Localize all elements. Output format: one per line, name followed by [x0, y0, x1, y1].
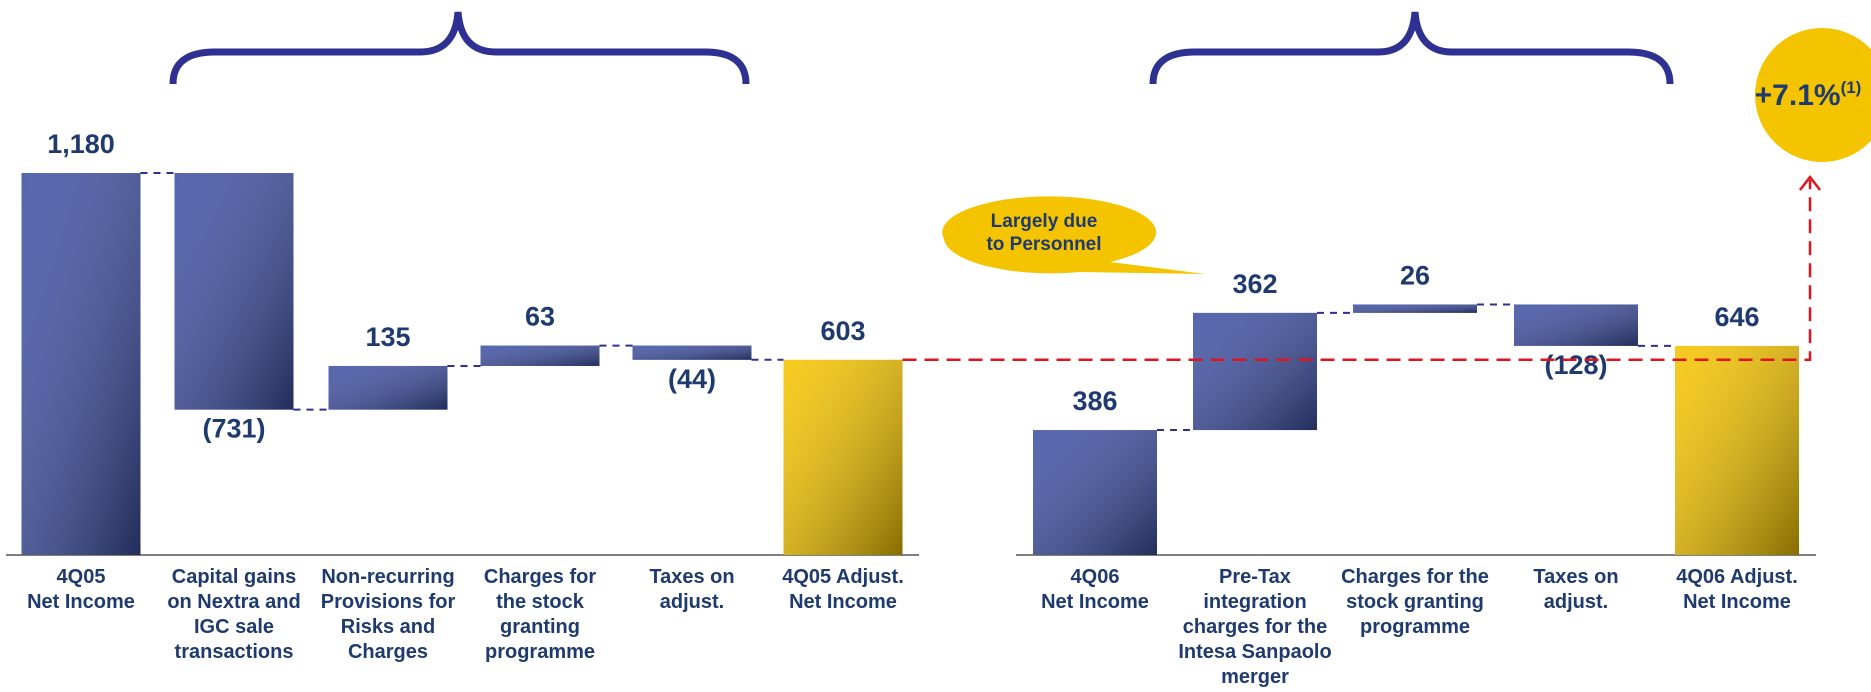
value-label: (128)	[1544, 350, 1607, 380]
category-label: Charges for the stock granting programme	[483, 566, 597, 663]
bracket	[1149, 11, 1674, 85]
growth-value: +7.1%	[1755, 79, 1841, 112]
category-label: 4Q06 Net Income	[1041, 566, 1149, 613]
category-label: Taxes on adjust.	[649, 566, 735, 613]
arrow-head	[1799, 174, 1821, 191]
bar-shade	[1514, 304, 1638, 346]
callout-text: Largely due to Personnel	[986, 211, 1102, 255]
bar-shade	[632, 345, 752, 360]
value-label: 386	[1072, 386, 1117, 416]
value-label: 603	[820, 316, 865, 346]
bar-shade	[21, 173, 141, 555]
category-label: 4Q06 Adjust. Net Income	[1676, 566, 1798, 613]
value-label: 135	[365, 322, 410, 352]
bracket	[169, 11, 750, 85]
value-label: 63	[525, 302, 555, 332]
bar-shade	[1193, 312, 1317, 431]
bar-shade	[1675, 345, 1799, 555]
bar-shade	[1033, 430, 1157, 555]
category-label: Charges for the stock granting programme	[1341, 566, 1489, 638]
bar-shade	[783, 359, 903, 555]
category-label: Pre-Tax integration charges for the Inte…	[1178, 566, 1332, 688]
value-label: 362	[1232, 269, 1277, 299]
reference-line	[902, 180, 1812, 362]
bar-shade	[328, 365, 448, 410]
category-label: Taxes on adjust.	[1533, 566, 1619, 613]
bar-shade	[480, 345, 600, 366]
growth-note: (1)	[1841, 78, 1862, 97]
value-label: 1,180	[47, 129, 115, 159]
bar-shade	[1353, 304, 1477, 313]
callout-bubble	[942, 196, 1205, 274]
value-label: 26	[1400, 260, 1430, 290]
value-label: (731)	[202, 414, 265, 444]
category-label: 4Q05 Adjust. Net Income	[782, 566, 904, 613]
value-label: (44)	[668, 364, 716, 394]
bar-shade	[174, 173, 294, 410]
growth-badge	[1755, 28, 1871, 162]
category-label: Capital gains on Nextra and IGC sale tra…	[167, 566, 301, 663]
value-label: 646	[1714, 302, 1759, 332]
category-label: Non-recurring Provisions for Risks and C…	[320, 566, 456, 663]
growth-text: +7.1%(1)	[1755, 78, 1862, 112]
category-label: 4Q05 Net Income	[27, 566, 135, 613]
